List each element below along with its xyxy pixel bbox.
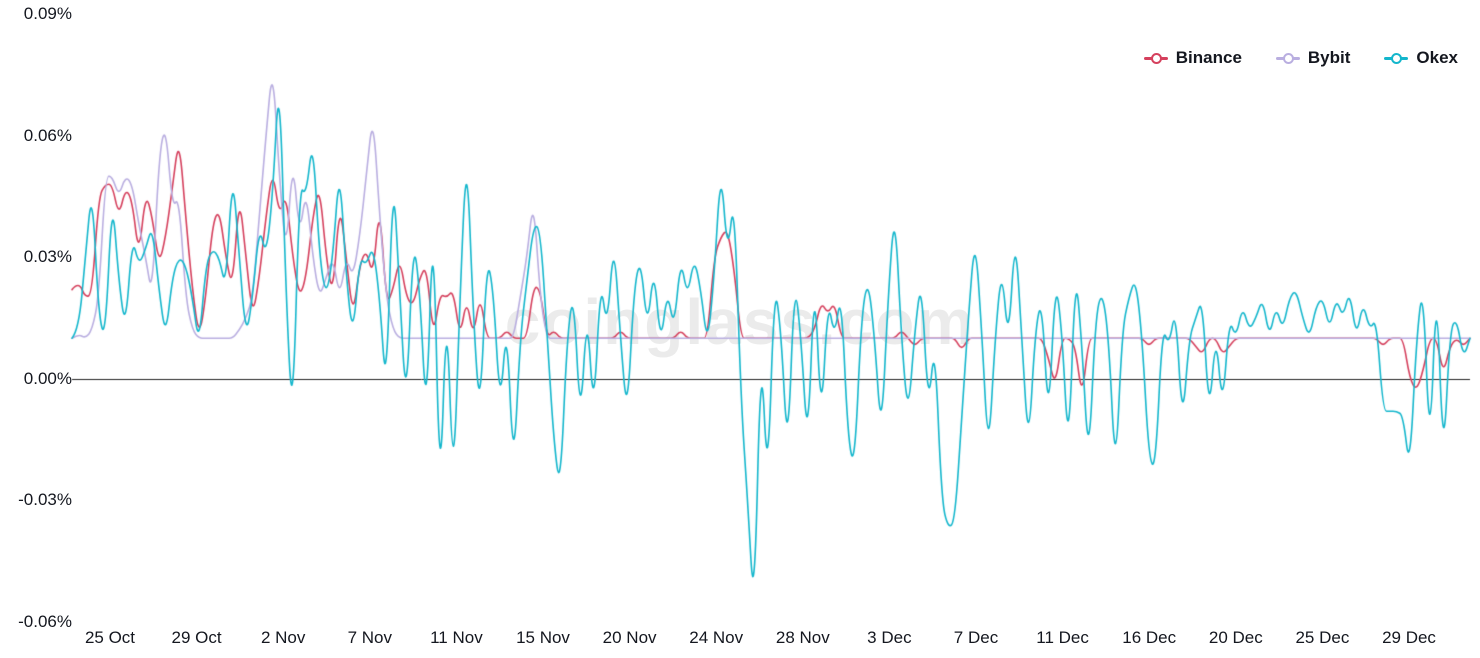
y-tick-label: 0.03% xyxy=(23,247,72,267)
x-tick-label: 29 Oct xyxy=(171,628,222,647)
okex-line-marker xyxy=(1384,52,1409,64)
y-tick-label: 0.00% xyxy=(23,368,72,388)
x-tick-label: 20 Dec xyxy=(1208,628,1263,647)
x-tick-label: 2 Nov xyxy=(260,628,306,647)
x-tick-label: 7 Dec xyxy=(953,628,999,647)
binance-line-marker xyxy=(1143,52,1168,64)
y-tick-label: -0.03% xyxy=(18,490,72,510)
x-tick-label: 11 Nov xyxy=(430,628,483,647)
bybit-line-marker xyxy=(1275,52,1300,64)
legend-label-bybit: Bybit xyxy=(1307,48,1351,67)
chart-legend: Binance Bybit Okex xyxy=(1143,48,1458,68)
x-tick-label: 11 Dec xyxy=(1036,628,1089,647)
x-tick-label: 3 Dec xyxy=(867,628,912,647)
x-tick-label: 7 Nov xyxy=(347,628,393,647)
legend-item-bybit[interactable]: Bybit xyxy=(1275,48,1351,68)
y-tick-label: 0.06% xyxy=(23,125,72,145)
x-tick-label: 25 Dec xyxy=(1295,628,1350,647)
legend-item-binance[interactable]: Binance xyxy=(1143,48,1242,68)
x-tick-label: 16 Dec xyxy=(1122,628,1177,647)
x-tick-label: 20 Nov xyxy=(602,628,657,647)
x-tick-label: 24 Nov xyxy=(689,628,744,647)
x-tick-label: 29 Dec xyxy=(1382,628,1436,647)
x-tick-label: 28 Nov xyxy=(775,628,830,647)
x-tick-label: 25 Oct xyxy=(84,628,136,647)
y-tick-label: 0.09% xyxy=(23,4,72,23)
legend-label-binance: Binance xyxy=(1175,48,1242,67)
legend-item-okex[interactable]: Okex xyxy=(1384,48,1458,68)
x-tick-label: 15 Nov xyxy=(516,628,570,647)
legend-label-okex: Okex xyxy=(1416,48,1458,67)
y-tick-label: -0.06% xyxy=(18,612,72,631)
